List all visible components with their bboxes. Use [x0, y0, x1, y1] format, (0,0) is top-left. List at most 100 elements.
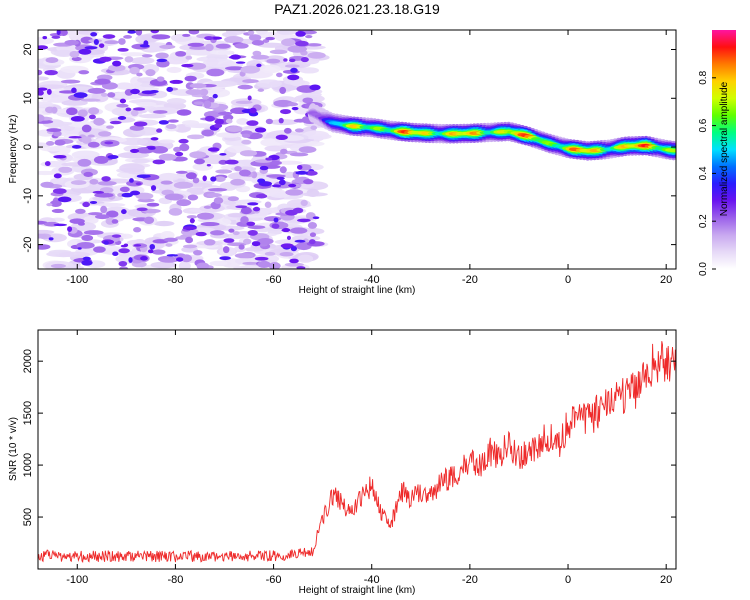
noise-blob [299, 67, 320, 74]
noise-blob [137, 198, 155, 203]
noise-core [117, 47, 129, 52]
noise-blob [81, 234, 94, 241]
spectrogram-x-tick-label: -60 [266, 274, 282, 286]
noise-blob [281, 38, 296, 47]
noise-blob [116, 103, 129, 108]
noise-blob [279, 251, 294, 257]
noise-core [46, 88, 52, 95]
noise-blob [239, 150, 258, 157]
noise-blob [80, 36, 93, 44]
noise-core [112, 251, 119, 257]
noise-blob [180, 254, 193, 263]
noise-blob [188, 30, 200, 35]
noise-blob [138, 113, 167, 119]
noise-blob [51, 208, 65, 213]
noise-core [181, 63, 194, 68]
noise-core [129, 190, 141, 196]
snr-plot-area [38, 330, 676, 569]
noise-blob [232, 231, 240, 236]
noise-blob [186, 215, 198, 219]
noise-blob [201, 129, 214, 137]
noise-blob [269, 191, 291, 198]
noise-core [102, 34, 116, 39]
noise-blob [75, 208, 86, 214]
noise-blob [46, 203, 53, 207]
noise-core [149, 243, 156, 250]
noise-core [81, 259, 93, 266]
noise-blob [223, 114, 234, 121]
colorbar-tick-label: 0.2 [698, 214, 709, 228]
noise-blob [51, 106, 58, 114]
noise-core [210, 176, 217, 182]
noise-core [70, 116, 85, 122]
noise-blob [155, 52, 169, 59]
noise-core [111, 234, 122, 238]
noise-core [118, 248, 130, 254]
noise-blob [38, 69, 43, 76]
noise-blob [218, 111, 233, 116]
noise-blob [185, 172, 197, 180]
noise-blob [290, 80, 310, 87]
noise-blob [187, 42, 205, 47]
noise-blob [145, 69, 156, 77]
noise-core [207, 147, 220, 152]
noise-blob [38, 37, 54, 45]
noise-blob [61, 99, 88, 106]
noise-blob [302, 130, 330, 140]
noise-core [53, 223, 68, 227]
noise-blob [157, 172, 180, 182]
noise-core [278, 179, 286, 186]
noise-core [189, 218, 195, 223]
noise-core [82, 201, 90, 208]
noise-blob [251, 54, 270, 60]
noise-blob [214, 176, 226, 182]
noise-core [98, 43, 105, 48]
noise-blob [209, 50, 234, 55]
noise-blob [98, 131, 112, 137]
noise-blob [196, 262, 210, 269]
noise-core [152, 159, 166, 165]
noise-blob [129, 66, 140, 75]
noise-blob [230, 178, 245, 186]
noise-core [224, 159, 239, 165]
noise-core [247, 95, 252, 101]
noise-blob [77, 158, 92, 167]
noise-blob [49, 200, 62, 208]
noise-core [147, 249, 154, 254]
noise-blob [264, 201, 272, 208]
noise-core [247, 230, 258, 236]
noise-core [48, 237, 54, 241]
noise-blob [289, 152, 309, 157]
noise-blob [193, 249, 203, 256]
noise-blob [77, 109, 88, 118]
spectrogram-y-axis-label: Frequency (Hz) [8, 115, 19, 184]
noise-blob [66, 107, 78, 116]
noise-core [204, 115, 215, 122]
noise-core [204, 36, 214, 41]
noise-core [110, 120, 122, 125]
noise-core [280, 109, 292, 115]
noise-core [117, 116, 127, 120]
noise-blob [167, 119, 179, 123]
snr-x-tick-label: -40 [364, 574, 380, 586]
noise-core [251, 241, 261, 247]
noise-blob [76, 242, 95, 249]
noise-blob [106, 125, 115, 129]
noise-core [57, 196, 72, 203]
noise-core [206, 163, 211, 167]
noise-blob [305, 35, 313, 39]
colorbar-ticks: 0.0 0.2 0.4 0.6 0.8 [698, 70, 716, 276]
noise-core [121, 192, 133, 198]
noise-core [38, 45, 48, 50]
noise-blob [251, 40, 265, 46]
noise-blob [280, 148, 288, 155]
noise-blob [255, 30, 268, 36]
noise-core [53, 154, 67, 159]
noise-blob [294, 128, 304, 133]
noise-blob [124, 56, 134, 63]
noise-core [136, 207, 148, 212]
noise-blob [89, 178, 99, 185]
noise-core [235, 61, 246, 64]
snr-x-tick-label: 20 [660, 574, 672, 586]
